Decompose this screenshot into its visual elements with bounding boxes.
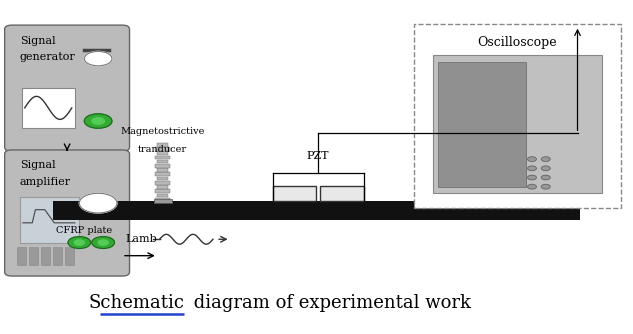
Circle shape xyxy=(541,157,550,161)
Text: Lamb: Lamb xyxy=(125,234,157,244)
Bar xyxy=(155,189,170,193)
Bar xyxy=(154,198,172,203)
FancyBboxPatch shape xyxy=(414,24,621,208)
Bar xyxy=(155,181,170,185)
Text: Magnetostrictive: Magnetostrictive xyxy=(121,127,205,136)
Bar xyxy=(17,247,26,265)
Bar xyxy=(432,55,602,193)
Text: Schematic: Schematic xyxy=(89,294,185,312)
Bar xyxy=(157,185,168,189)
Bar xyxy=(20,197,79,242)
Circle shape xyxy=(79,193,117,213)
Circle shape xyxy=(84,51,112,66)
Circle shape xyxy=(527,184,536,189)
Circle shape xyxy=(541,184,550,189)
Bar xyxy=(157,168,168,172)
Circle shape xyxy=(527,175,536,180)
Bar xyxy=(155,172,170,176)
Bar xyxy=(155,164,170,168)
Text: Signal: Signal xyxy=(20,160,55,170)
Text: Signal: Signal xyxy=(20,36,55,46)
Bar xyxy=(155,147,170,151)
Circle shape xyxy=(541,175,550,180)
Bar xyxy=(157,160,168,163)
FancyBboxPatch shape xyxy=(4,25,130,151)
Text: generator: generator xyxy=(20,52,75,62)
Circle shape xyxy=(92,118,104,124)
Text: diagram of experimental work: diagram of experimental work xyxy=(188,294,471,312)
Circle shape xyxy=(74,240,84,245)
Bar xyxy=(437,62,525,187)
Bar xyxy=(53,201,580,219)
Bar xyxy=(157,177,168,180)
Bar xyxy=(41,247,50,265)
Bar xyxy=(29,247,38,265)
Bar xyxy=(155,156,170,159)
Circle shape xyxy=(92,236,115,248)
Circle shape xyxy=(527,166,536,171)
Circle shape xyxy=(84,114,112,128)
Bar xyxy=(157,193,168,197)
Bar xyxy=(320,186,363,201)
Text: amplifier: amplifier xyxy=(20,177,71,187)
Circle shape xyxy=(541,166,550,171)
Bar xyxy=(22,88,75,128)
Text: Oscilloscope: Oscilloscope xyxy=(477,36,557,49)
Text: CFRP plate: CFRP plate xyxy=(56,226,112,235)
Circle shape xyxy=(98,240,108,245)
Circle shape xyxy=(68,236,91,248)
Text: tranducer: tranducer xyxy=(138,145,187,154)
Bar xyxy=(157,143,168,147)
FancyBboxPatch shape xyxy=(4,150,130,276)
Circle shape xyxy=(527,157,536,161)
Bar xyxy=(157,151,168,155)
Text: PZT: PZT xyxy=(307,151,329,161)
Bar xyxy=(155,198,170,201)
Bar xyxy=(273,186,316,201)
Bar xyxy=(65,247,73,265)
Bar xyxy=(53,247,62,265)
